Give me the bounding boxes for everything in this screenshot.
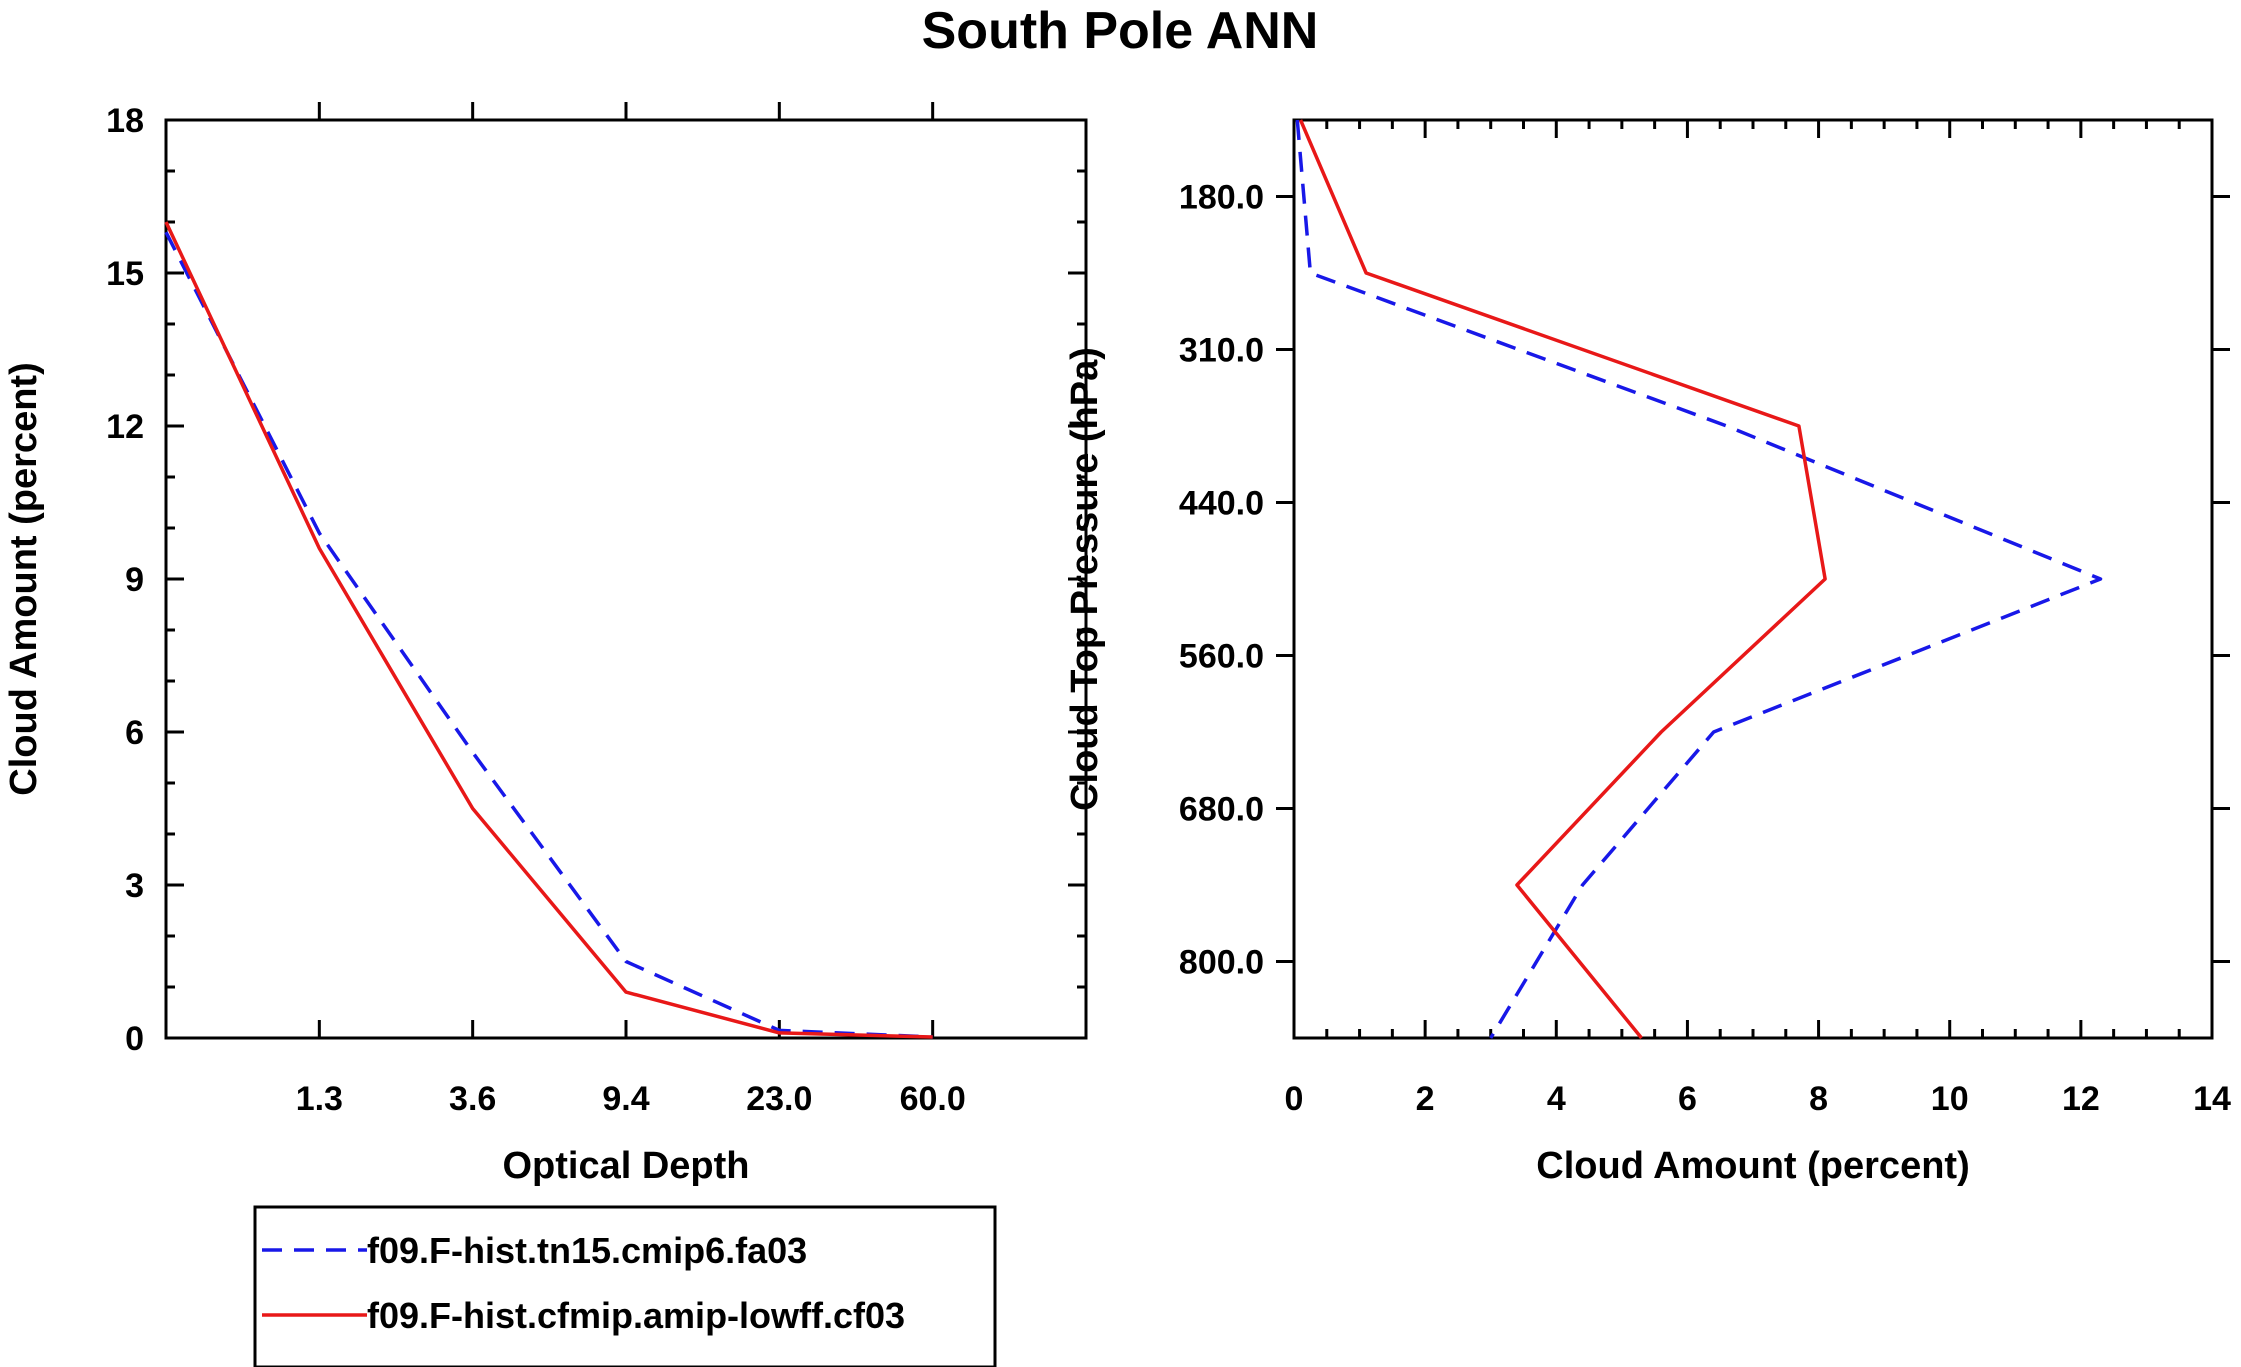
right-x-tick-label: 6 xyxy=(1678,1080,1697,1118)
pressure-panel: 0 2 4 6 8 10 12 14 180.0 310.0 440.0 560.0 680.0 800.… xyxy=(1064,118,2231,1187)
left-series-line-1 xyxy=(164,231,933,1039)
left-x-tick-label: 23.0 xyxy=(746,1080,812,1118)
optical-depth-panel: 0 3 6 9 12 15 18 1.3 3.6 9.4 23.0 60.0 Optical Dept… xyxy=(3,102,1088,1187)
left-x-tick-label: 9.4 xyxy=(602,1080,649,1118)
right-x-tick-label: 10 xyxy=(1931,1080,1969,1118)
right-y-tick-label: 180.0 xyxy=(1179,179,1264,217)
figure-title: South Pole ANN xyxy=(922,2,1319,60)
left-y-tick-label: 0 xyxy=(125,1020,144,1058)
left-series-line-2 xyxy=(164,221,933,1039)
left-y-tick-label: 15 xyxy=(106,255,144,293)
legend: f09.F-hist.tn15.cmip6.fa03 f09.F-hist.cf… xyxy=(253,1205,997,1367)
right-x-axis-label: Cloud Amount (percent) xyxy=(1536,1145,1969,1187)
right-x-tick-label: 8 xyxy=(1809,1080,1828,1118)
right-y-tick-label: 800.0 xyxy=(1179,944,1264,982)
left-x-axis-label: Optical Depth xyxy=(502,1145,749,1187)
legend-label-2: f09.F-hist.cfmip.amip-lowff.cf03 xyxy=(367,1295,905,1336)
right-y-tick-label: 560.0 xyxy=(1179,638,1264,676)
left-x-tick-label: 3.6 xyxy=(449,1080,496,1118)
right-x-tick-label: 0 xyxy=(1285,1080,1304,1118)
left-y-tick-label: 6 xyxy=(125,714,144,752)
legend-label-1: f09.F-hist.tn15.cmip6.fa03 xyxy=(367,1230,807,1271)
left-y-axis-label: Cloud Amount (percent) xyxy=(3,362,45,795)
left-x-tick-label: 1.3 xyxy=(296,1080,343,1118)
right-y-tick-label: 680.0 xyxy=(1179,791,1264,829)
right-x-tick-label: 14 xyxy=(2193,1080,2231,1118)
right-y-tick-label: 440.0 xyxy=(1179,485,1264,523)
right-y-tick-label: 310.0 xyxy=(1179,332,1264,370)
right-series-line-2 xyxy=(1298,119,1827,1040)
right-x-tick-label: 2 xyxy=(1416,1080,1435,1118)
left-y-tick-label: 12 xyxy=(106,408,144,446)
left-x-tick-label: 60.0 xyxy=(900,1080,966,1118)
left-plot-frame xyxy=(164,118,1088,1040)
legend-box xyxy=(253,1205,997,1367)
right-y-axis-label: Cloud Top Pressure (hPa) xyxy=(1064,347,1106,811)
right-plot-frame xyxy=(1292,118,2214,1040)
right-x-tick-label: 4 xyxy=(1547,1080,1566,1118)
left-y-tick-label: 9 xyxy=(125,561,144,599)
left-y-tick-label: 3 xyxy=(125,867,144,905)
left-y-tick-label: 18 xyxy=(106,102,144,140)
right-x-tick-label: 12 xyxy=(2062,1080,2100,1118)
right-series-line-1 xyxy=(1295,119,2103,1039)
